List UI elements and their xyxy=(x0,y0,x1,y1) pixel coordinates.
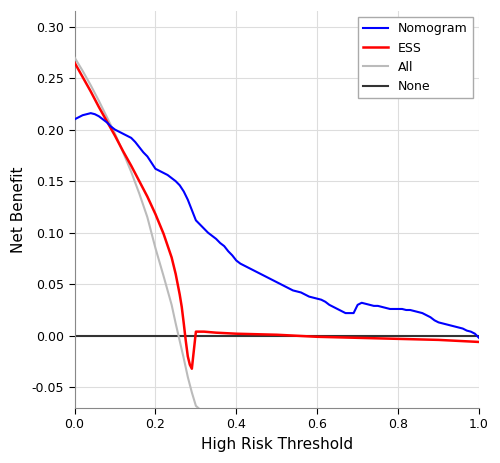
Nomogram xyxy=(88,110,94,116)
All xyxy=(185,374,191,380)
Y-axis label: Net Benefit: Net Benefit xyxy=(11,166,26,253)
ESS xyxy=(181,320,187,326)
All xyxy=(168,302,174,307)
All xyxy=(96,98,102,104)
All xyxy=(128,169,134,175)
ESS xyxy=(436,337,442,343)
ESS xyxy=(213,330,219,336)
ESS xyxy=(201,329,207,334)
All xyxy=(172,320,178,326)
Nomogram xyxy=(176,182,182,188)
Line: Nomogram: Nomogram xyxy=(74,113,479,338)
ESS xyxy=(314,334,320,339)
ESS xyxy=(112,133,118,138)
ESS xyxy=(120,149,126,154)
All xyxy=(160,273,166,279)
ESS xyxy=(183,338,189,344)
Nomogram xyxy=(379,304,385,310)
All xyxy=(80,68,86,74)
ESS xyxy=(274,332,280,338)
X-axis label: High Risk Threshold: High Risk Threshold xyxy=(200,437,353,452)
ESS xyxy=(88,89,94,94)
Nomogram xyxy=(262,273,268,279)
ESS xyxy=(80,74,86,80)
ESS xyxy=(354,335,360,341)
All xyxy=(144,214,150,220)
ESS xyxy=(152,212,158,217)
All xyxy=(88,82,94,88)
ESS xyxy=(128,163,134,169)
All xyxy=(112,131,118,137)
ESS xyxy=(189,366,195,371)
ESS xyxy=(96,104,102,110)
Nomogram xyxy=(476,335,482,341)
ESS xyxy=(72,60,78,65)
All xyxy=(176,338,182,344)
ESS xyxy=(176,292,182,297)
ESS xyxy=(172,271,178,277)
ESS xyxy=(104,119,110,124)
ESS xyxy=(185,354,191,359)
All xyxy=(120,150,126,155)
ESS xyxy=(234,331,239,337)
ESS xyxy=(187,362,193,368)
Legend: Nomogram, ESS, All, None: Nomogram, ESS, All, None xyxy=(358,17,472,98)
All xyxy=(136,191,142,196)
ESS xyxy=(193,329,199,334)
ESS xyxy=(395,336,401,342)
Line: All: All xyxy=(74,57,204,413)
ESS xyxy=(136,178,142,184)
All xyxy=(189,390,195,395)
All xyxy=(193,403,199,409)
ESS xyxy=(144,194,150,200)
All xyxy=(201,410,207,416)
ESS xyxy=(476,339,482,345)
All xyxy=(104,114,110,120)
All xyxy=(181,356,187,361)
ESS xyxy=(168,255,174,260)
All xyxy=(72,55,78,60)
Nomogram xyxy=(104,119,110,125)
All xyxy=(152,245,158,251)
Line: ESS: ESS xyxy=(74,63,479,369)
ESS xyxy=(160,231,166,237)
Nomogram xyxy=(318,297,324,302)
Nomogram xyxy=(358,300,364,306)
ESS xyxy=(178,304,184,310)
Nomogram xyxy=(72,117,78,122)
